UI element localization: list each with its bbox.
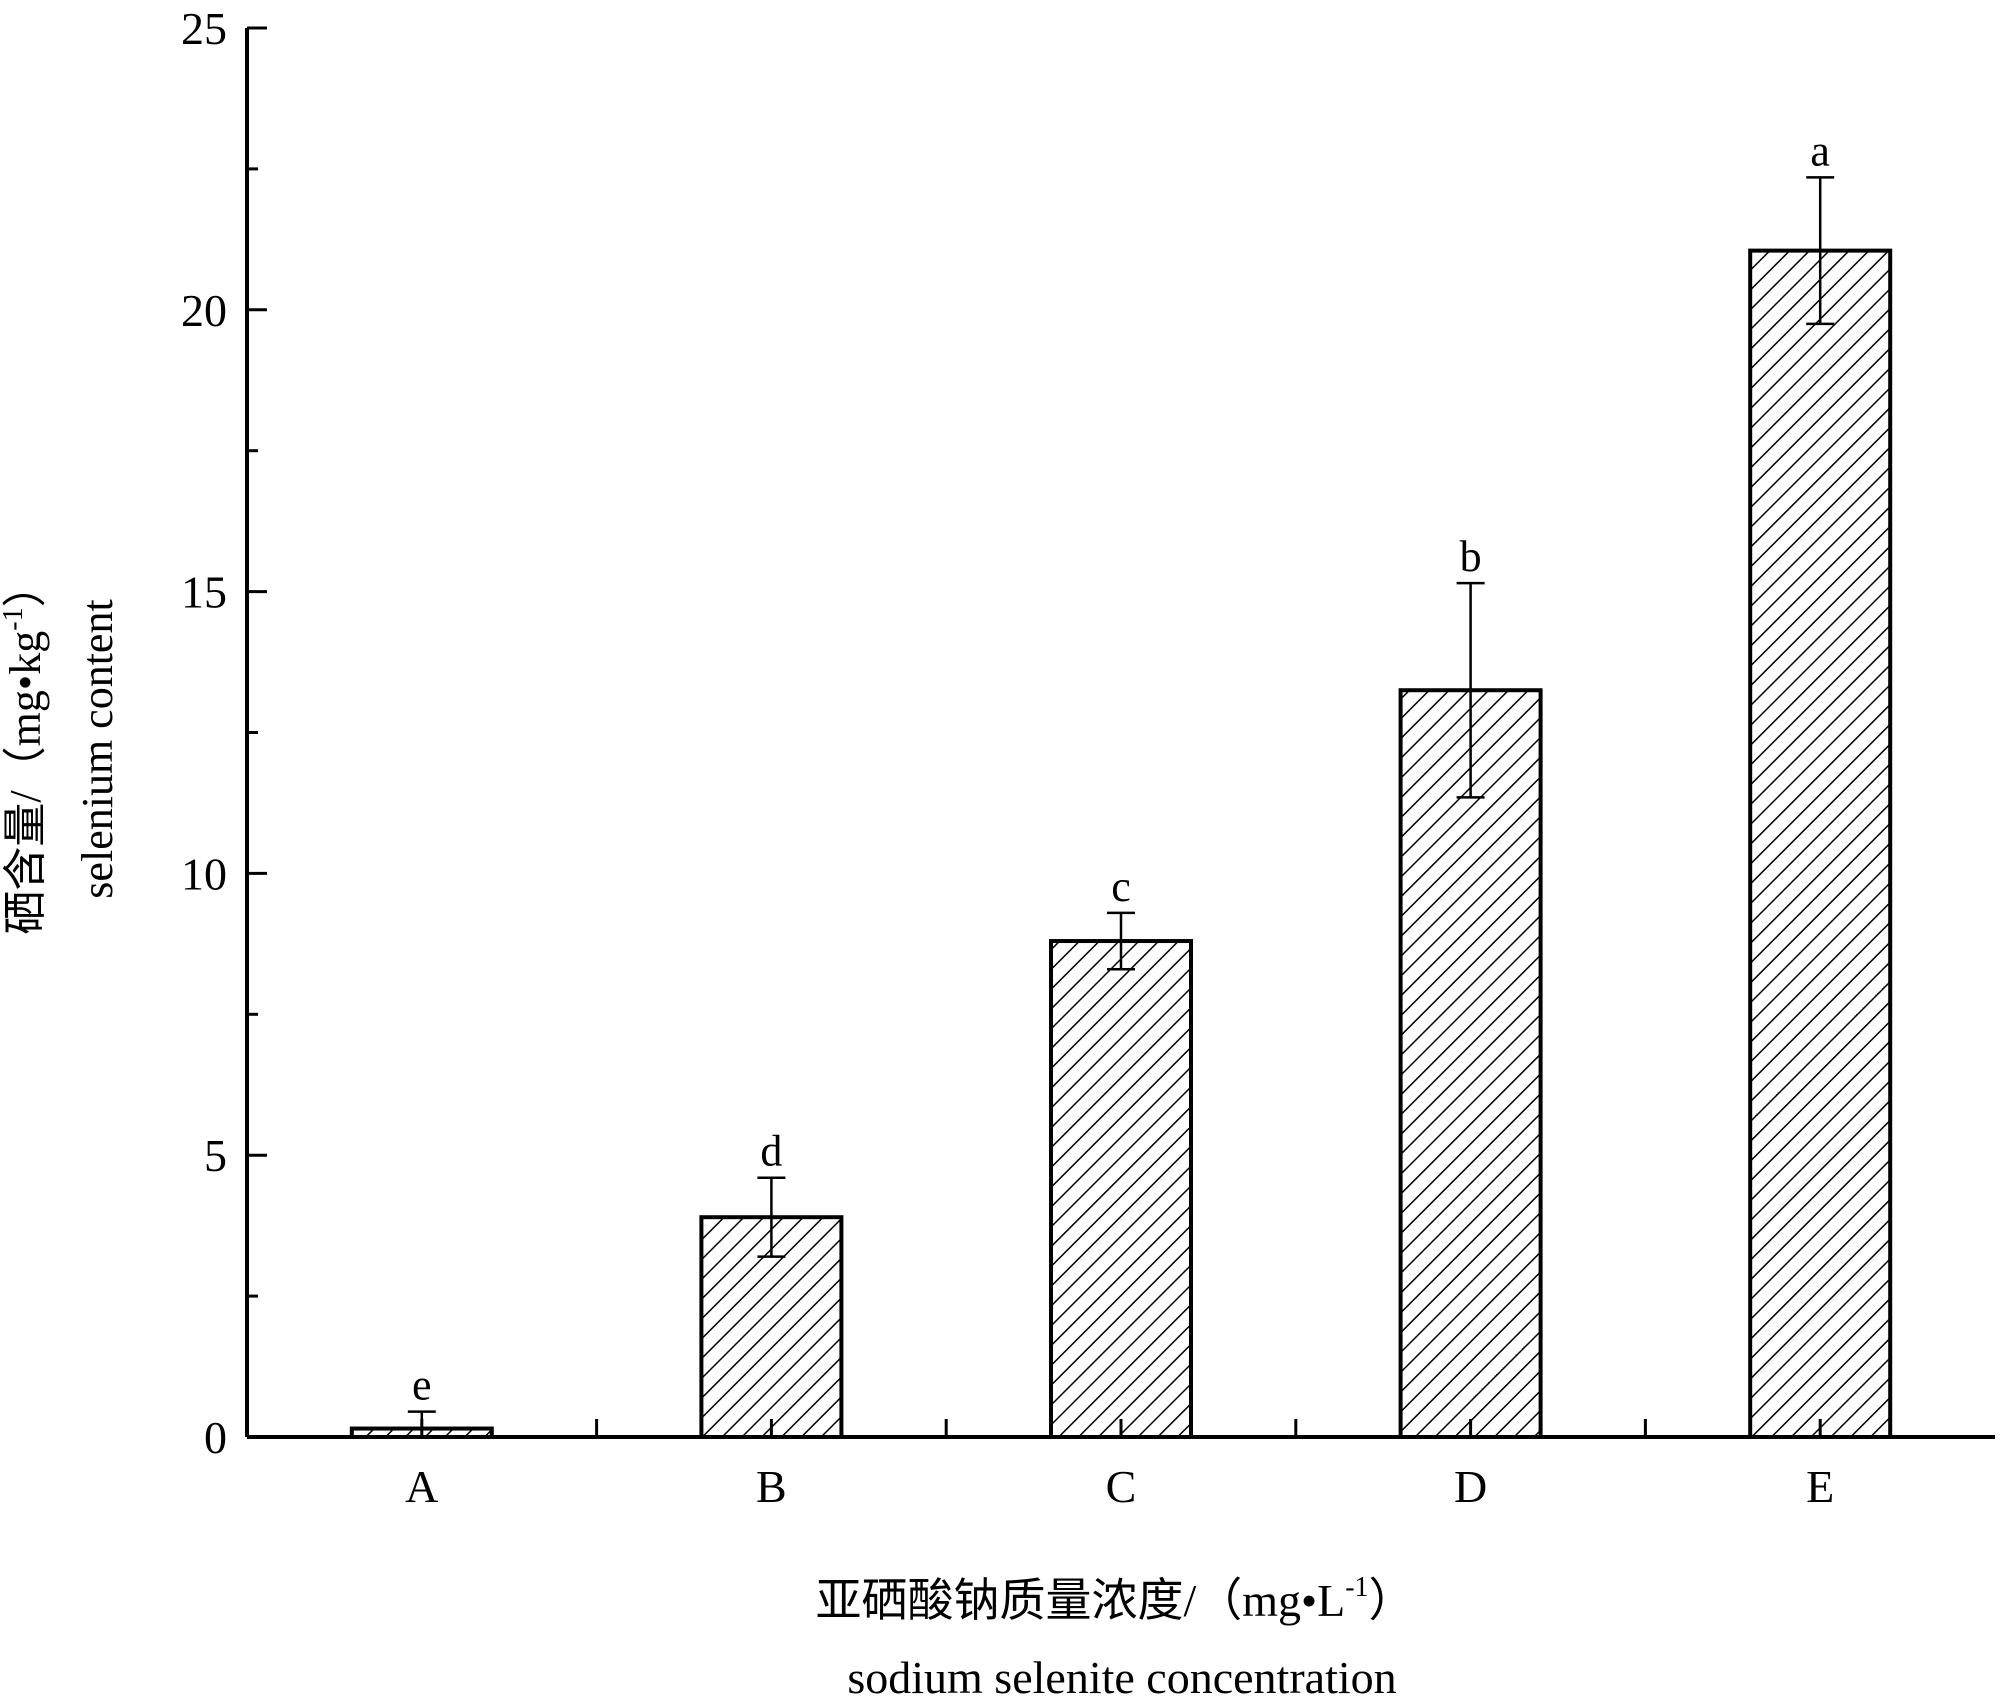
x-tick-label-A: A — [405, 1461, 438, 1512]
error-bars-layer — [407, 176, 1835, 1439]
x-tick-label-C: C — [1106, 1461, 1137, 1512]
y-tick-label-5: 5 — [204, 1130, 227, 1181]
axes-layer — [245, 26, 1995, 1439]
y-axis-subtitle: selenium content — [73, 599, 122, 898]
significance-label-C: c — [1111, 862, 1131, 911]
y-tick-label-15: 15 — [181, 567, 227, 618]
x-axis-title: 亚硒酸钠质量浓度/（mg•L-1） — [815, 1572, 1414, 1626]
bar-D — [1398, 688, 1543, 1439]
y-axis-title: 硒含量/（mg•kg-1） — [0, 563, 50, 934]
significance-label-D: b — [1460, 532, 1482, 581]
y-tick-label-10: 10 — [181, 848, 227, 899]
bars-layer — [349, 248, 1893, 1440]
y-axis-title-close: ） — [1, 563, 50, 607]
y-axis-title-en: selenium content — [73, 599, 122, 898]
y-tick-label-20: 20 — [181, 285, 227, 336]
significance-label-B: d — [760, 1127, 782, 1176]
x-axis-title-close: ） — [1369, 1575, 1415, 1626]
x-axis-title-sup: -1 — [1345, 1572, 1368, 1603]
significance-label-A: e — [412, 1361, 432, 1410]
x-axis-title-cn: 亚硒酸钠质量浓度/（mg•L — [815, 1575, 1345, 1626]
x-axis-title-en: sodium selenite concentration — [847, 1652, 1396, 1703]
x-tick-label-E: E — [1806, 1461, 1834, 1512]
x-tick-label-D: D — [1454, 1461, 1487, 1512]
bar-E — [1748, 248, 1893, 1440]
significance-label-E: a — [1810, 126, 1830, 175]
y-tick-label-25: 25 — [181, 3, 227, 54]
y-tick-label-0: 0 — [204, 1412, 227, 1463]
bar-C — [1049, 939, 1193, 1439]
svg-text:硒含量/（mg•kg-1）: 硒含量/（mg•kg-1） — [0, 563, 50, 934]
y-axis-title-sup: -1 — [0, 607, 29, 630]
labels-layer: e Ad Bc Cb Da E 0 5 10 15 20 25 — [181, 3, 1834, 1512]
y-axis-title-cn: 硒含量/（mg•kg — [1, 631, 50, 935]
x-tick-label-B: B — [756, 1461, 787, 1512]
bar-B — [699, 1215, 844, 1440]
